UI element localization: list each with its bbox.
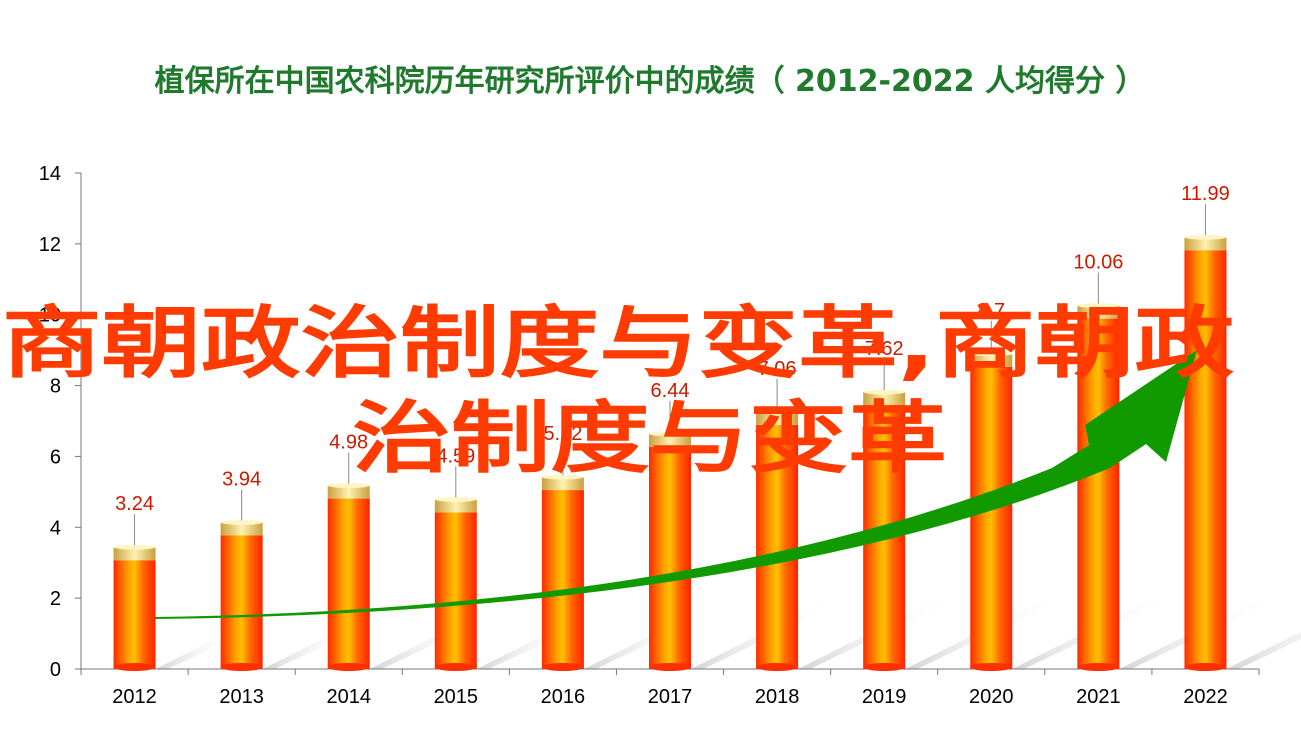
- bar-base: [541, 663, 584, 671]
- bar-shadow: [1226, 631, 1301, 669]
- x-tick-label: 2012: [112, 686, 157, 708]
- bar-cap: [1077, 305, 1120, 319]
- y-tick-label: 14: [39, 163, 61, 185]
- bar-base: [970, 663, 1013, 671]
- bar-cap-top: [327, 483, 370, 489]
- bar-cap: [863, 392, 906, 406]
- bar-cap: [434, 499, 477, 513]
- bar-cap-top: [970, 351, 1013, 357]
- bar-cap-top: [1184, 234, 1227, 240]
- bar-cap-top: [434, 496, 477, 502]
- bar-cap-top: [649, 431, 691, 437]
- x-tick-label: 2020: [969, 686, 1014, 708]
- watermark-line-1: 商朝政治制度与变革,商朝政: [2, 299, 1234, 389]
- x-tick-label: 2016: [541, 686, 586, 708]
- data-label: 4.59: [436, 445, 475, 467]
- bar: [649, 446, 691, 669]
- bar: [220, 535, 263, 669]
- bar: [1077, 318, 1120, 669]
- bar: [756, 424, 799, 669]
- bar-base: [113, 663, 156, 671]
- bar-cap-top: [863, 389, 906, 395]
- data-label: 3.24: [115, 493, 154, 515]
- y-tick-label: 4: [50, 517, 61, 539]
- x-tick-label: 2017: [648, 686, 693, 708]
- bar-cap-top: [220, 519, 263, 525]
- bar-cap-top: [113, 544, 156, 550]
- bar: [1184, 250, 1227, 669]
- bar-base: [1184, 663, 1227, 671]
- bar-cap: [113, 547, 156, 561]
- bar-base: [327, 663, 370, 671]
- data-labels: 3.24 3.94 4.98 4.59 5.22 6.44 7.06 7.62 8.7 10.06…: [115, 183, 1230, 546]
- bar-cap-top: [756, 409, 799, 415]
- data-label: 5.22: [543, 423, 582, 445]
- y-tick-label: 8: [50, 376, 61, 398]
- bar: [113, 560, 156, 669]
- axes: 0 2 4 6 8 10 12 14 2012 2013 2014 2015 2016 2017 2018 2…: [39, 163, 1260, 708]
- bar-base: [1077, 663, 1120, 671]
- bar: [434, 512, 477, 669]
- data-label: 3.94: [222, 468, 261, 490]
- bar-base: [863, 663, 906, 671]
- bar-cap: [970, 353, 1013, 367]
- bar: [970, 366, 1013, 669]
- x-tick-label: 2022: [1183, 686, 1228, 708]
- bar-cap: [541, 477, 584, 491]
- y-tick-label: 0: [50, 659, 61, 681]
- bar-cap: [756, 411, 799, 425]
- bar: [327, 498, 370, 669]
- bar-cap-top: [541, 474, 584, 480]
- y-tick-label: 6: [50, 446, 61, 468]
- bar-cap: [327, 485, 370, 499]
- x-tick-label: 2018: [755, 686, 800, 708]
- watermark-line-2: 治制度与变革: [352, 394, 947, 484]
- bar-cap-top: [1077, 303, 1120, 309]
- y-tick-label: 12: [39, 234, 61, 256]
- bar-cap: [649, 433, 691, 447]
- y-tick-label: 10: [39, 305, 61, 327]
- data-label: 11.99: [1181, 183, 1230, 205]
- watermark: 商朝政治制度与变革,商朝政 治制度与变革: [2, 299, 1234, 484]
- data-label: 4.98: [329, 432, 368, 454]
- x-tick-label: 2015: [434, 686, 479, 708]
- data-label: 7.62: [865, 338, 904, 360]
- data-label: 10.06: [1073, 252, 1123, 274]
- data-label: 6.44: [651, 380, 690, 402]
- bar-base: [220, 663, 263, 671]
- bar-base: [756, 663, 799, 671]
- x-tick-label: 2014: [326, 686, 371, 708]
- bar-shadows: [155, 597, 1301, 669]
- bars: [113, 234, 1227, 671]
- bar-shadow: [155, 636, 238, 669]
- x-tick-label: 2019: [862, 686, 907, 708]
- chart-title: 植保所在中国农科院历年研究所评价中的成绩（ 2012-2022 人均得分 ）: [155, 64, 1146, 99]
- bar-cap: [1184, 237, 1227, 251]
- y-tick-label: 2: [50, 588, 61, 610]
- bar: [541, 490, 584, 669]
- x-tick-label: 2021: [1076, 686, 1121, 708]
- x-tick-label: 2013: [219, 686, 264, 708]
- bar-base: [434, 663, 477, 671]
- data-label: 7.06: [758, 358, 797, 380]
- bar-cap: [220, 522, 263, 536]
- data-label: 8.7: [977, 300, 1005, 322]
- bar-base: [649, 663, 691, 671]
